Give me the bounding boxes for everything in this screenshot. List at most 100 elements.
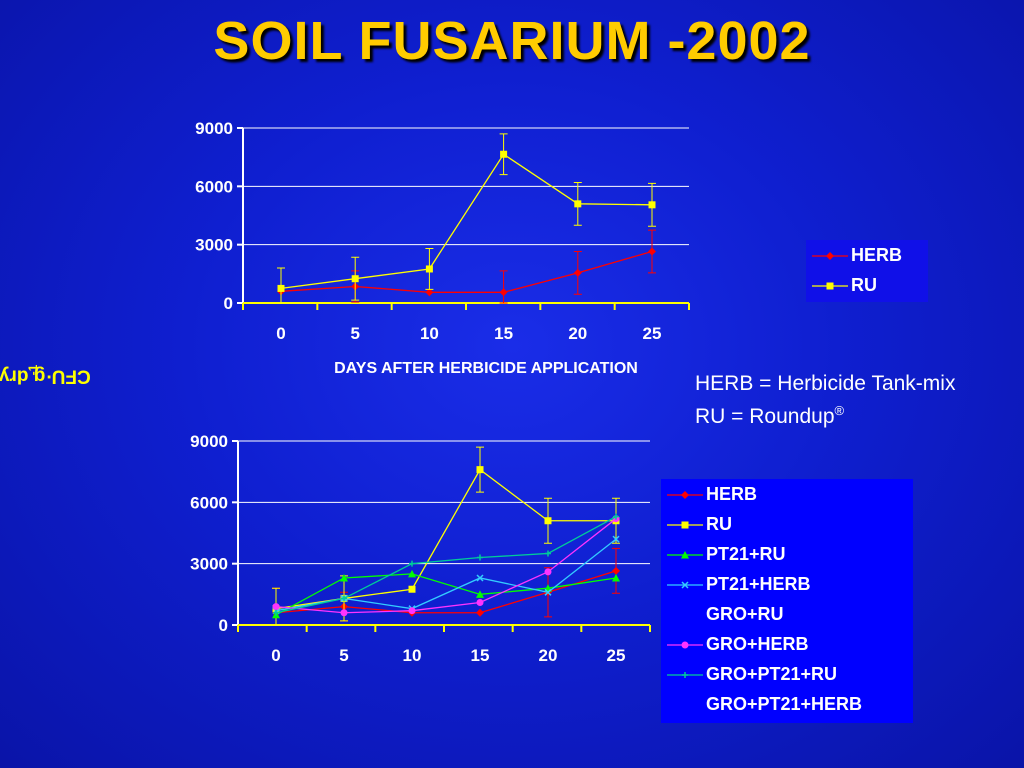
data-point <box>612 566 620 575</box>
legend-item: RU <box>661 511 913 541</box>
legend-label: PT21+HERB <box>706 574 811 594</box>
series-gro-pt21-ru <box>273 513 619 616</box>
data-point <box>341 595 347 602</box>
y-tick-label: 6000 <box>190 493 228 512</box>
data-point <box>340 573 348 582</box>
legend-label: RU <box>851 275 877 295</box>
legend-label: GRO+RU <box>706 604 784 624</box>
data-point <box>408 585 416 593</box>
legend-marker <box>681 491 689 499</box>
series-line <box>280 153 653 290</box>
legend-marker <box>826 252 834 260</box>
data-point <box>499 288 508 297</box>
data-point <box>476 466 484 474</box>
data-point <box>500 150 508 158</box>
y-tick-label: 3000 <box>190 555 228 574</box>
legend-item: GRO+PT21+HERB <box>661 691 913 721</box>
data-point <box>425 288 434 297</box>
series-line <box>275 538 617 612</box>
legend-item: GRO+RU <box>661 601 913 631</box>
y-tick-label: 9000 <box>190 432 228 451</box>
series-gro-herb <box>272 515 620 617</box>
legend-marker <box>681 521 689 529</box>
data-point <box>648 247 656 256</box>
data-point <box>340 609 348 617</box>
data-point <box>273 609 279 616</box>
legend-top: HERB RU <box>806 240 928 302</box>
data-point <box>408 607 416 615</box>
legend-marker <box>826 282 834 290</box>
legend-marker <box>681 551 689 559</box>
definition-herb: HERB = Herbicide Tank-mix <box>695 372 956 395</box>
legend-label: GRO+PT21+HERB <box>706 694 863 714</box>
data-point <box>272 603 280 611</box>
legend-item: PT21+RU <box>661 541 913 571</box>
data-point <box>476 590 484 598</box>
y-tick-label: 6000 <box>195 177 233 196</box>
y-tick-label: 0 <box>224 294 233 313</box>
data-point <box>408 569 416 578</box>
legend-marker <box>682 672 688 678</box>
legend-label: HERB <box>851 245 903 265</box>
chart-top: 0 3000 6000 9000 0 5 10 15 20 25 DAYS AFTER HERBIC… <box>195 119 690 377</box>
legend-marker <box>681 581 689 589</box>
definitions: HERB = Herbicide Tank-mix RU = Roundup® <box>695 364 955 430</box>
y-tick-label: 9000 <box>195 119 233 138</box>
x-tick-label: 25 <box>643 324 662 343</box>
data-point <box>425 265 433 273</box>
x-tick-label: 15 <box>471 646 490 665</box>
legend-marker <box>681 641 689 649</box>
error-bar <box>499 270 508 304</box>
data-point <box>351 275 359 283</box>
legend-item: HERB <box>661 481 913 511</box>
x-tick-label: 10 <box>420 324 439 343</box>
data-point <box>476 599 484 607</box>
data-point <box>544 517 552 525</box>
data-point <box>545 550 551 557</box>
legend-label: GRO+HERB <box>706 634 809 654</box>
legend-bottom: HERB RU PT21+RU PT21+HERB GRO+RU GRO+HERB GRO+… <box>661 479 913 723</box>
legend-label: HERB <box>706 484 758 504</box>
legend-item: RU <box>806 272 928 302</box>
x-tick-label: 0 <box>276 324 285 343</box>
series-ru <box>272 446 620 626</box>
x-axis-title: DAYS AFTER HERBICIDE APPLICATION <box>334 360 638 377</box>
legend-label: RU <box>706 514 732 534</box>
series-line <box>275 570 617 614</box>
series-line <box>275 518 617 614</box>
x-tick-label: 15 <box>494 324 513 343</box>
definition-ru: RU = Roundup® <box>695 403 845 428</box>
data-point <box>476 608 484 617</box>
slide-title: SOIL FUSARIUM -2002 <box>213 11 811 71</box>
x-tick-label: 20 <box>568 324 587 343</box>
y-tick-label: 0 <box>219 616 228 635</box>
y-tick-label: 3000 <box>195 236 233 255</box>
data-point <box>573 268 582 277</box>
series-ru <box>277 133 656 304</box>
series-herb <box>277 229 656 304</box>
series-line <box>280 250 653 293</box>
data-point <box>544 568 552 576</box>
legend-item: GRO+PT21+RU <box>661 661 913 691</box>
legend-item: PT21+HERB <box>661 571 913 601</box>
data-point <box>574 200 582 208</box>
data-point <box>613 513 619 520</box>
chart-bottom: 0 3000 6000 9000 0 5 10 15 20 25 <box>190 432 651 665</box>
x-tick-label: 25 <box>607 646 626 665</box>
x-tick-label: 0 <box>271 646 280 665</box>
legend-label: PT21+RU <box>706 544 786 564</box>
series-line <box>275 516 617 614</box>
legend-label: GRO+PT21+RU <box>706 664 838 684</box>
data-point <box>277 284 285 292</box>
legend-item: GRO+HERB <box>661 631 913 661</box>
legend-item: HERB <box>806 242 928 272</box>
x-tick-label: 5 <box>350 324 359 343</box>
x-tick-label: 20 <box>539 646 558 665</box>
data-point <box>476 574 484 582</box>
data-point <box>544 588 552 596</box>
series-herb <box>272 547 620 626</box>
series-pt21-ru <box>272 569 620 619</box>
data-point <box>409 560 415 567</box>
x-tick-label: 10 <box>403 646 422 665</box>
